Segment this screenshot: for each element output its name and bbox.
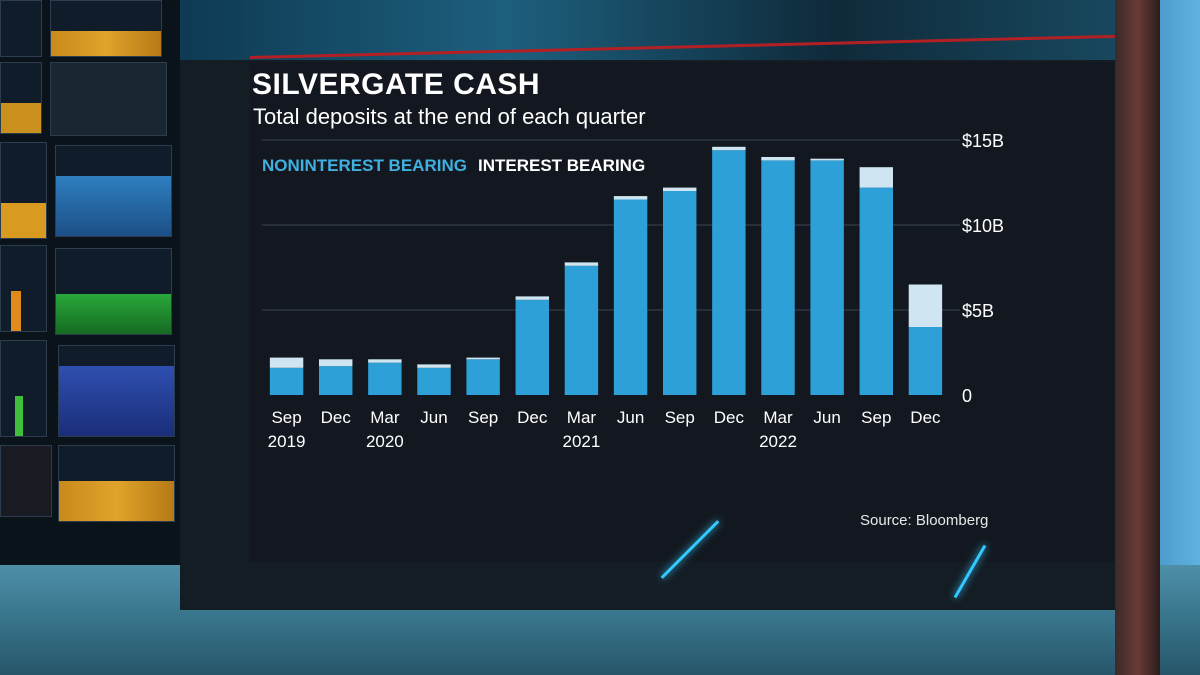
monitor-wall: [0, 0, 180, 600]
x-tick-label: Sep: [861, 408, 891, 427]
bar-interest-bearing: [269, 357, 304, 368]
x-tick-label: Dec: [714, 408, 745, 427]
screen-header-band: [180, 0, 1115, 60]
x-tick-label: Jun: [420, 408, 447, 427]
bar-noninterest-bearing: [319, 366, 353, 395]
x-tick-label: Dec: [321, 408, 352, 427]
bar-noninterest-bearing: [712, 150, 746, 395]
bar-interest-bearing: [859, 167, 893, 188]
background-monitor: [55, 248, 172, 335]
y-tick-label: $10B: [962, 216, 1004, 236]
bar-noninterest-bearing: [417, 367, 451, 395]
bar-interest-bearing: [761, 157, 795, 161]
background-monitor: [58, 345, 175, 437]
bar-interest-bearing: [466, 357, 500, 360]
y-tick-label: $5B: [962, 301, 994, 321]
x-tick-label: Dec: [517, 408, 548, 427]
x-tick-label: Sep: [665, 408, 695, 427]
x-tick-label: Mar: [763, 408, 793, 427]
x-tick-label: Jun: [813, 408, 840, 427]
background-monitor: [0, 245, 47, 332]
bar-chart: 0 $5B $10B $15B Sep 2019 Dec Mar 2020 Jun Sep Dec Ma…: [262, 131, 1004, 451]
background-monitor: [58, 445, 175, 522]
chart-title: SILVERGATE CASH: [252, 68, 541, 101]
bar-noninterest-bearing: [613, 199, 648, 395]
bar-noninterest-bearing: [515, 299, 549, 395]
legend-noninterest-bearing: NONINTEREST BEARING: [262, 156, 467, 175]
studio-pillar: [1115, 0, 1160, 675]
bar-noninterest-bearing: [859, 187, 893, 395]
bar-interest-bearing: [613, 196, 648, 200]
source-note: Source: Bloomberg: [860, 512, 989, 529]
bar-noninterest-bearing: [908, 327, 943, 395]
bar-noninterest-bearing: [269, 367, 304, 395]
bar-interest-bearing: [564, 262, 599, 266]
x-tick-year-label: 2020: [366, 432, 404, 451]
x-tick-label: Jun: [617, 408, 644, 427]
x-tick-label: Sep: [468, 408, 498, 427]
bar-noninterest-bearing: [466, 359, 500, 395]
x-tick-label: Sep: [271, 408, 301, 427]
background-monitor: [0, 142, 47, 239]
background-monitor: [0, 445, 52, 517]
y-tick-label: 0: [962, 386, 972, 406]
background-monitor: [0, 340, 47, 437]
background-monitor: [0, 0, 42, 57]
x-tick-year-label: 2021: [563, 432, 601, 451]
bar-noninterest-bearing: [810, 160, 844, 395]
bar-noninterest-bearing: [761, 160, 795, 395]
x-tick-label: Dec: [910, 408, 941, 427]
background-monitor: [50, 0, 162, 57]
bar-interest-bearing: [663, 187, 697, 191]
bar-noninterest-bearing: [564, 265, 599, 395]
bar-interest-bearing: [810, 158, 844, 161]
x-tick-label: Mar: [567, 408, 597, 427]
background-monitor: [50, 62, 167, 136]
bar-noninterest-bearing: [663, 191, 697, 395]
bar-noninterest-bearing: [368, 362, 402, 395]
background-monitor: [55, 145, 172, 237]
legend-interest-bearing: INTEREST BEARING: [478, 156, 646, 175]
y-tick-label: $15B: [962, 131, 1004, 151]
bar-interest-bearing: [319, 359, 353, 367]
bar-interest-bearing: [368, 359, 402, 363]
x-tick-year-label: 2022: [759, 432, 797, 451]
bar-interest-bearing: [712, 146, 746, 151]
background-monitor: [0, 62, 42, 134]
chart-subtitle: Total deposits at the end of each quarte…: [253, 104, 646, 129]
x-tick-label: Mar: [370, 408, 400, 427]
display-screen: SILVERGATE CASH Total deposits at the en…: [180, 0, 1115, 610]
bar-interest-bearing: [417, 364, 451, 368]
x-tick-year-label: 2019: [268, 432, 306, 451]
bar-interest-bearing: [908, 284, 943, 327]
bar-interest-bearing: [515, 296, 549, 300]
